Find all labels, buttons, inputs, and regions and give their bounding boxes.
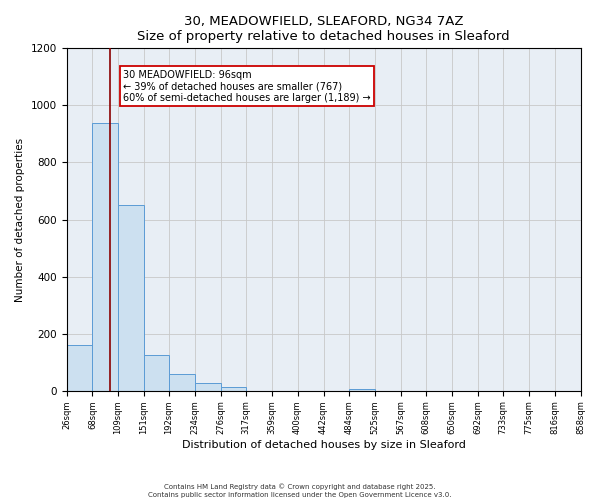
Text: Contains HM Land Registry data © Crown copyright and database right 2025.
Contai: Contains HM Land Registry data © Crown c… [148,484,452,498]
Bar [144,355,169,390]
Bar [67,345,92,391]
Bar [118,206,144,390]
Text: 30 MEADOWFIELD: 96sqm
← 39% of detached houses are smaller (767)
60% of semi-det: 30 MEADOWFIELD: 96sqm ← 39% of detached … [124,70,371,103]
Y-axis label: Number of detached properties: Number of detached properties [15,138,25,302]
X-axis label: Distribution of detached houses by size in Sleaford: Distribution of detached houses by size … [182,440,466,450]
Bar [169,374,195,390]
Title: 30, MEADOWFIELD, SLEAFORD, NG34 7AZ
Size of property relative to detached houses: 30, MEADOWFIELD, SLEAFORD, NG34 7AZ Size… [137,15,510,43]
Bar [349,389,375,390]
Bar [92,122,118,390]
Bar [195,382,221,390]
Bar [221,388,246,390]
